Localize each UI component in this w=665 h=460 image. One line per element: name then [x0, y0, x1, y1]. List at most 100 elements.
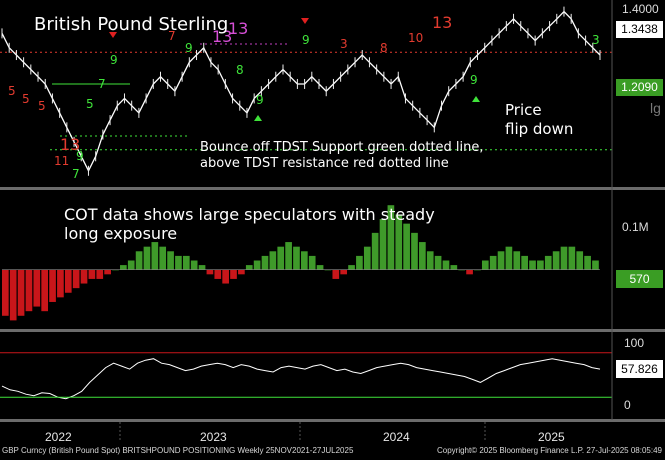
cot-bar	[88, 269, 96, 279]
oscillator-last-value-tag: 57.826	[616, 360, 663, 378]
td-count: 8	[380, 41, 388, 55]
cot-bar	[552, 251, 560, 270]
cot-bar	[434, 255, 442, 270]
td-count: 9	[302, 33, 310, 47]
cot-bar	[505, 246, 513, 270]
cot-bar	[411, 232, 418, 270]
cot-bar	[9, 269, 17, 321]
td-count: 9	[470, 73, 478, 87]
cot-bar	[17, 269, 25, 316]
chart-grid	[119, 422, 486, 442]
sequential-arrow-down	[109, 32, 117, 38]
cot-bar	[379, 219, 387, 270]
td-count: 5	[38, 99, 46, 113]
cot-annotation: COT data shows large speculators with st…	[64, 205, 435, 243]
cot-bar	[521, 255, 528, 270]
td-count: 13	[432, 13, 452, 32]
cot-bars	[2, 205, 600, 321]
cot-bar	[238, 269, 245, 275]
cot-bar	[2, 269, 9, 316]
cot-bar	[544, 255, 552, 270]
panel-separator-2	[0, 419, 665, 422]
cot-bar	[363, 246, 371, 270]
td-count: 9	[76, 149, 84, 163]
price-flip-line1: Price	[505, 101, 542, 119]
cot-bar	[269, 251, 277, 270]
cot-bar	[293, 246, 300, 270]
td-count: 7	[98, 77, 106, 91]
panel-separator-1	[0, 329, 665, 332]
x-label-2023: 2023	[200, 430, 227, 444]
cot-bar	[584, 255, 591, 270]
cot-bar	[49, 269, 56, 302]
cot-bar	[395, 214, 403, 270]
cot-annotation-line1: COT data shows large speculators with st…	[64, 205, 435, 224]
x-label-2024: 2024	[383, 430, 410, 444]
cot-bar	[340, 269, 348, 275]
cot-bar	[253, 260, 261, 270]
cot-bar	[175, 255, 182, 270]
cot-bar	[537, 260, 544, 270]
sequential-arrow-up	[472, 96, 480, 102]
cot-bar	[403, 223, 410, 270]
tdst-annotation: Bounce off TDST Support green dotted lin…	[200, 140, 484, 172]
price-y-tick-top: 1.4000	[622, 2, 659, 16]
cot-bar	[245, 265, 253, 270]
cot-bar	[33, 269, 41, 307]
cot-bar	[57, 269, 64, 298]
cot-bar	[466, 269, 473, 275]
support-level-tag: 1.2090	[616, 79, 663, 96]
price-series	[1, 6, 601, 176]
td-count: 9	[110, 53, 118, 67]
osc-y-tick-100: 100	[624, 336, 645, 350]
tdst-levels	[0, 43, 612, 151]
td-count: 10	[408, 31, 423, 45]
cot-bar	[560, 246, 568, 270]
cot-bar	[489, 255, 497, 270]
td-count: 5	[8, 84, 16, 98]
cot-bar	[127, 260, 135, 270]
td-count: 13	[228, 19, 248, 38]
cot-bar	[450, 265, 458, 270]
oscillator-line	[1, 358, 601, 400]
cot-bar	[348, 265, 355, 270]
td-count: 13	[212, 27, 232, 46]
cot-bar	[120, 265, 127, 270]
cot-last-value-tag: 570	[616, 270, 663, 288]
cot-bar	[41, 269, 49, 312]
cot-bar	[371, 232, 379, 270]
cot-bar	[167, 251, 174, 270]
side-label: lg	[650, 100, 661, 116]
td-count: 13	[60, 135, 80, 154]
panel-separators	[0, 0, 665, 422]
cot-bar	[25, 269, 33, 312]
sequential-arrow-up	[254, 115, 262, 121]
cot-bar	[529, 260, 536, 270]
x-label-2025: 2025	[538, 430, 565, 444]
oscillator-levels	[0, 352, 612, 398]
price-line	[1, 10, 601, 173]
cot-bar	[206, 269, 214, 275]
cot-bar	[230, 269, 237, 279]
price-flip-line2: flip down	[505, 120, 574, 138]
cot-bar	[316, 265, 324, 270]
chart-title: British Pound Sterling	[34, 14, 229, 35]
cot-bar	[356, 255, 363, 270]
osc-y-tick-0: 0	[624, 398, 631, 412]
cot-bar	[135, 251, 143, 270]
cot-bar	[214, 269, 222, 279]
cot-bar	[426, 251, 434, 270]
cot-bar	[143, 246, 151, 270]
cot-bar	[332, 269, 340, 279]
cot-bar	[497, 251, 505, 270]
cot-annotation-line2: long exposure	[64, 224, 178, 243]
cot-bar	[568, 246, 576, 270]
cot-bar	[277, 246, 285, 270]
cot-bar	[222, 269, 229, 284]
cot-bar	[64, 269, 72, 293]
cot-bar	[190, 260, 198, 270]
tdst-annotation-line1: Bounce off TDST Support green dotted lin…	[200, 140, 484, 155]
sequential-arrow-down	[301, 18, 309, 24]
cot-bar	[576, 251, 584, 270]
